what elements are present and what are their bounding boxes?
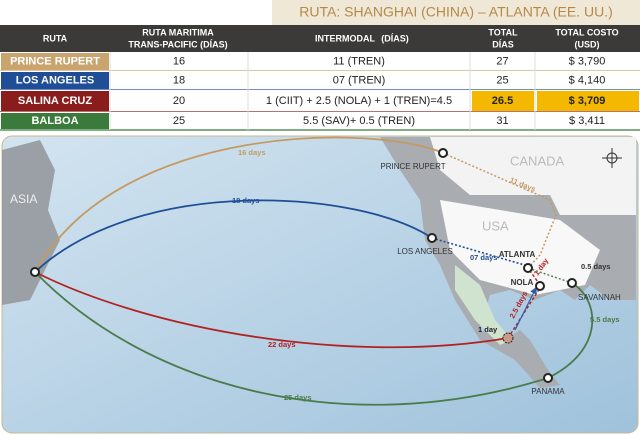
route-name: PRINCE RUPERT: [10, 55, 100, 67]
rail-prince-rupert: [442, 152, 557, 269]
title-bar: [272, 0, 640, 25]
leg-duration: 18 days: [232, 196, 260, 205]
table-cell: 25: [496, 74, 508, 86]
compass: [602, 148, 622, 168]
table-body: PRINCE RUPERT 16 11 (TREN) 27 $ 3,790 LOS ANG…: [0, 52, 640, 131]
col-header: RUTA: [43, 33, 68, 43]
route-label-cell: [1, 72, 109, 89]
region-label: CANADA: [510, 153, 565, 168]
route-balboa-savannah: [547, 282, 594, 379]
port-nola: [535, 281, 545, 291]
place-label: LOS ANGELES: [397, 247, 453, 256]
leg-duration: 25 days: [284, 393, 312, 402]
row-background: [0, 52, 640, 71]
highlight-cell: [537, 91, 639, 111]
table-cell: 18: [173, 74, 185, 86]
table-header: [0, 25, 640, 52]
table-cell: $ 4,140: [569, 74, 606, 86]
table-cell: 25: [173, 115, 185, 127]
route-los-angeles: [34, 199, 433, 273]
route-name: SALINA CRUZ: [18, 95, 92, 107]
region-label: ASIA: [10, 192, 37, 206]
port-los-angeles: [427, 233, 437, 243]
highlight-cell: [472, 91, 534, 111]
mexico-highlight: [455, 265, 512, 345]
usa-highlight: [440, 200, 600, 295]
region-label: USA: [482, 218, 509, 233]
route-label-cell: [1, 91, 109, 111]
leg-duration: 22 days: [268, 340, 296, 349]
title: RUTA: SHANGHAI (CHINA) – ATLANTA (EE. UU…: [299, 4, 612, 20]
row-background: [0, 112, 640, 130]
leg-duration: 16 days: [238, 148, 266, 157]
leg-duration: 1 day: [478, 325, 498, 334]
col-header: RUTA MARITIMA: [142, 27, 214, 37]
port-panama: [543, 373, 553, 383]
place-label: NOLA: [511, 278, 534, 287]
route-label-cell: [1, 113, 109, 129]
route-label-cell: [1, 53, 109, 70]
nola-arrow: [514, 286, 537, 331]
port-savannah: [567, 278, 577, 288]
port-prince-rupert: [438, 148, 448, 158]
table-cell: 20: [173, 95, 185, 107]
port-shanghai: [30, 267, 40, 277]
col-header: TRANS-PACIFIC (DÍAS): [128, 39, 227, 49]
table-cell: 07 (TREN): [333, 74, 386, 86]
leg-duration: 07 days: [470, 253, 498, 262]
route-balboa: [34, 271, 549, 406]
table-cell: $ 3,411: [569, 115, 605, 127]
route-salina-cruz: [34, 271, 509, 349]
col-header: (USD): [575, 39, 600, 49]
table-cell: 11 (TREN): [333, 55, 385, 67]
place-label: SAVANNAH: [578, 293, 621, 302]
table-cell: 27: [496, 55, 508, 67]
table-cell: 16: [173, 55, 185, 67]
place-label: PRINCE RUPERT: [380, 162, 445, 171]
table-cell: 31: [496, 115, 508, 127]
col-header: INTERMODAL: [315, 33, 375, 43]
place-label: PANAMA: [531, 387, 565, 396]
port-salina-cruz: [502, 332, 514, 344]
col-header: TOTAL COSTO: [555, 27, 618, 37]
route-name: LOS ANGELES: [16, 74, 94, 86]
rail-los-angeles: [431, 237, 529, 267]
place-label: ATLANTA: [499, 250, 536, 259]
table-cell: 26.5: [492, 95, 513, 107]
table-cell: $ 3,709: [569, 95, 606, 107]
col-header: TOTAL: [488, 27, 518, 37]
canada-usa-highlight: [430, 137, 636, 215]
row-background: [0, 71, 640, 90]
city-atlanta: [523, 263, 533, 273]
table-cell: 5.5 (SAV)+ 0.5 (TREN): [303, 115, 415, 127]
table-cell: 1 (CIIT) + 2.5 (NOLA) + 1 (TREN)=4.5: [266, 95, 452, 107]
route-name: BALBOA: [31, 115, 78, 127]
route-prince-rupert: [34, 136, 444, 273]
leg-duration: 5.5 days: [590, 315, 620, 324]
leg-duration: 0.5 days: [581, 262, 611, 271]
table-cell: $ 3,790: [569, 55, 606, 67]
col-header: DÍAS: [492, 39, 514, 49]
col-header: (DÍAS): [381, 33, 409, 43]
